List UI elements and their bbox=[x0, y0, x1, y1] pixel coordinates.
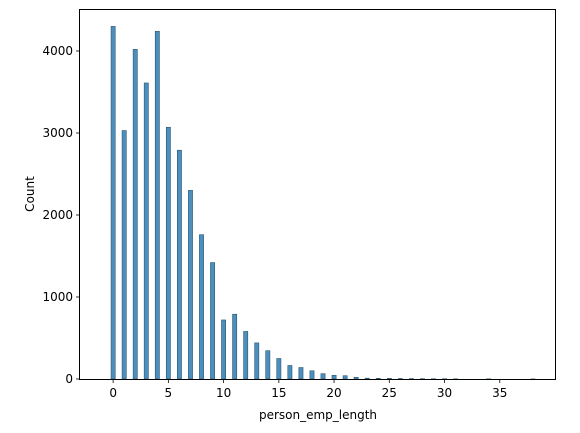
histogram-bar bbox=[265, 350, 271, 380]
x-tick-label: 0 bbox=[109, 386, 117, 400]
histogram-bar bbox=[165, 126, 171, 380]
histogram-bar bbox=[287, 365, 293, 380]
histogram-bar bbox=[110, 26, 116, 380]
x-tick-label: 5 bbox=[165, 386, 173, 400]
histogram-bar bbox=[364, 377, 370, 380]
histogram-bar bbox=[154, 31, 160, 380]
y-tick-label: 2000 bbox=[42, 208, 73, 222]
histogram-bar bbox=[320, 373, 326, 380]
histogram-bar bbox=[221, 319, 227, 380]
x-tick-label: 25 bbox=[382, 386, 397, 400]
histogram-bar bbox=[331, 375, 337, 380]
y-tick-label: 4000 bbox=[42, 44, 73, 58]
x-axis-label: person_emp_length bbox=[259, 408, 377, 422]
y-tick-label: 3000 bbox=[42, 126, 73, 140]
x-tick-label: 15 bbox=[271, 386, 286, 400]
histogram-bar bbox=[243, 331, 249, 380]
y-tick-label: 0 bbox=[65, 372, 73, 386]
y-tick-label: 1000 bbox=[42, 290, 73, 304]
histogram-bar bbox=[386, 378, 392, 380]
plot-frame bbox=[79, 9, 556, 380]
histogram-bar bbox=[353, 377, 359, 380]
x-tick-label: 20 bbox=[326, 386, 341, 400]
x-tick-label: 35 bbox=[492, 386, 507, 400]
histogram-bar bbox=[309, 370, 315, 380]
histogram-bar bbox=[397, 378, 403, 380]
histogram-bar bbox=[298, 367, 304, 380]
histogram-bar bbox=[254, 342, 260, 380]
bars-layer bbox=[110, 26, 536, 380]
histogram-bar bbox=[177, 149, 182, 380]
y-axis-ticks: 0 1000 2000 3000 4000 bbox=[42, 44, 80, 386]
histogram-bar bbox=[232, 313, 238, 380]
x-tick-label: 30 bbox=[437, 386, 452, 400]
x-tick-label: 10 bbox=[216, 386, 231, 400]
histogram-bar bbox=[276, 358, 282, 380]
histogram-bar bbox=[210, 262, 215, 380]
histogram-bar bbox=[199, 234, 204, 380]
histogram-bar bbox=[188, 190, 193, 380]
histogram-bar bbox=[375, 378, 381, 380]
histogram-bar bbox=[143, 82, 149, 380]
histogram-bar bbox=[121, 130, 127, 380]
x-axis-ticks: 0 5 10 15 20 25 30 35 bbox=[109, 379, 507, 400]
histogram-bar bbox=[342, 375, 348, 380]
y-axis-label: Count bbox=[23, 176, 37, 212]
histogram-bar bbox=[132, 49, 138, 380]
